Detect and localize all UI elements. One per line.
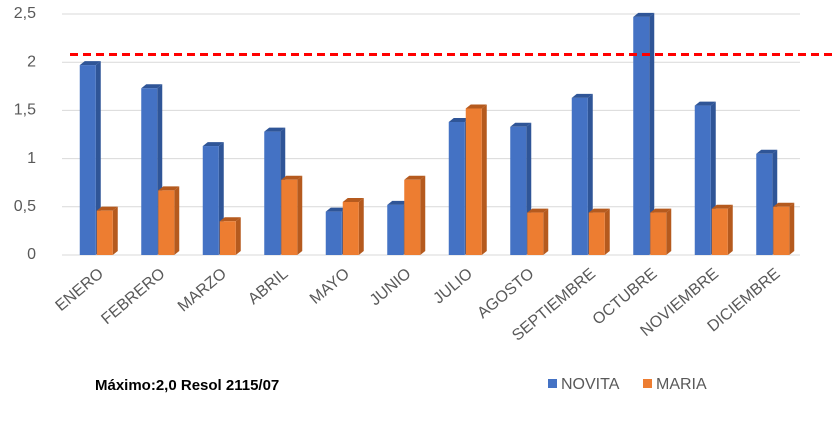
bar-top: [633, 12, 655, 17]
x-tick-label: ABRIL: [245, 265, 291, 308]
bar-front: [571, 97, 588, 255]
x-tick-label: ENERO: [53, 265, 108, 315]
bar-side: [666, 208, 672, 255]
bar-front: [202, 146, 219, 255]
bar-front: [773, 206, 790, 255]
bar: [158, 186, 180, 255]
bar: [633, 12, 655, 256]
bar-side: [112, 206, 118, 255]
bar-front: [264, 131, 281, 255]
bar-front: [325, 211, 342, 255]
legend-label: NOVITA: [561, 376, 620, 393]
bar: [588, 208, 610, 255]
bar-side: [604, 208, 610, 255]
bar-front: [141, 88, 158, 255]
x-tick-label: AGOSTO: [474, 265, 537, 322]
bar-front: [711, 208, 728, 255]
bar-front: [158, 190, 175, 255]
y-tick-label: 1: [27, 150, 36, 167]
bar-side: [649, 12, 655, 256]
bar-top: [650, 208, 672, 213]
bar-side: [727, 204, 733, 255]
bar-top: [694, 101, 716, 106]
bar-front: [387, 204, 404, 255]
legend-label: MARIA: [656, 376, 707, 393]
bar-front: [219, 221, 236, 255]
y-tick-label: 0: [27, 246, 36, 263]
bar-side: [95, 61, 101, 256]
bar-front: [510, 126, 527, 256]
x-tick-label: JUNIO: [367, 265, 415, 309]
y-tick-label: 2,5: [14, 5, 36, 22]
annotation: Máximo:2,0 Resol 2115/07: [95, 377, 279, 394]
bar-top: [404, 175, 426, 180]
bar: [96, 206, 118, 255]
bar-front: [404, 179, 421, 255]
bar-front: [96, 210, 113, 255]
bar-side: [174, 186, 180, 255]
bar: [465, 104, 487, 255]
bar-top: [281, 175, 303, 180]
bar-front: [448, 121, 465, 255]
bar-side: [358, 197, 364, 255]
bar-front: [756, 153, 773, 255]
bar-top: [79, 61, 101, 66]
bar-top: [711, 204, 733, 209]
bar-side: [297, 175, 303, 255]
bar-front: [633, 16, 650, 256]
bar-top: [325, 207, 347, 212]
bar: [773, 202, 795, 255]
y-tick-label: 2: [27, 53, 36, 70]
bar-top: [465, 104, 487, 109]
bar-front: [650, 212, 667, 255]
bar-top: [756, 149, 778, 154]
bar-front: [527, 212, 544, 255]
bar-top: [264, 127, 286, 132]
x-tick-label: MARZO: [175, 265, 230, 315]
y-tick-label: 1,5: [14, 102, 36, 119]
bar-top: [448, 117, 470, 122]
bar: [79, 61, 101, 256]
y-tick-label: 0,5: [14, 198, 36, 215]
bar-top: [527, 208, 549, 213]
x-tick-label: FEBRERO: [98, 265, 168, 328]
bar-top: [202, 142, 224, 147]
bar-top: [571, 93, 593, 98]
bar-side: [789, 202, 795, 255]
bar: [711, 204, 733, 255]
bar-side: [481, 104, 487, 255]
bar-front: [281, 179, 298, 255]
bar-top: [387, 200, 409, 205]
bar-top: [219, 217, 241, 222]
bar-top: [510, 122, 532, 127]
bar-top: [588, 208, 610, 213]
bar-front: [694, 105, 711, 255]
bar: [281, 175, 303, 255]
bar-top: [141, 84, 163, 89]
bar: [650, 208, 672, 255]
legend-swatch: [548, 379, 557, 388]
bar: [404, 175, 426, 255]
bar-front: [79, 65, 96, 255]
bar-side: [543, 208, 549, 255]
bar-side: [235, 217, 241, 255]
bar-front: [342, 201, 359, 255]
bar-front: [588, 212, 605, 255]
bar-top: [773, 202, 795, 207]
legend-swatch: [643, 379, 652, 388]
x-tick-label: MAYO: [307, 265, 353, 308]
bar-side: [420, 175, 426, 255]
bar-top: [342, 197, 364, 202]
bar-top: [96, 206, 118, 211]
bar-top: [158, 186, 180, 191]
bar: [342, 197, 364, 255]
x-tick-label: JULIO: [430, 265, 476, 307]
bar: [219, 217, 241, 255]
bar-front: [465, 108, 482, 255]
bar: [527, 208, 549, 255]
